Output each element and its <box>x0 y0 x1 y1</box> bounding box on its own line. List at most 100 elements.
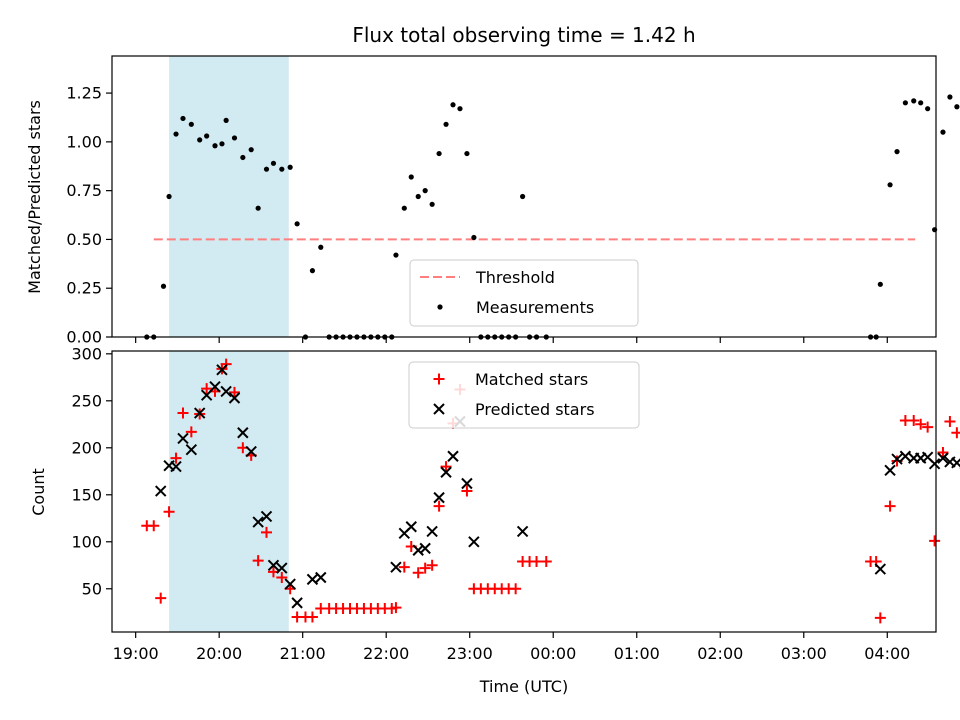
bottom-series-0-point <box>155 592 167 604</box>
bottom-y-tick-label: 250 <box>71 391 102 410</box>
top-series-0-point <box>457 106 463 112</box>
count-panel: Count Time (UTC) 50 100 150 200 250 300 19:00 2… <box>29 344 960 696</box>
x-tick-label: 01:00 <box>614 644 660 663</box>
bottom-series-1-point <box>170 460 182 473</box>
top-series-0-point <box>443 121 449 127</box>
bottom-series-0-point <box>261 526 272 538</box>
bottom-series-0-point <box>148 520 160 532</box>
bottom-series-0-point <box>461 485 473 497</box>
bottom-series-1-point <box>200 389 213 401</box>
bottom-series-1-point <box>276 562 288 574</box>
bottom-series-0-point <box>306 611 318 623</box>
top-legend: Threshold Measurements <box>409 259 639 327</box>
x-tick-label: 22:00 <box>363 644 409 663</box>
bottom-series-1-point <box>412 544 424 556</box>
top-series-0-point <box>294 221 300 227</box>
x-tick-label: 20:00 <box>196 644 242 663</box>
top-series-0-point <box>393 252 399 258</box>
top-series-0-point <box>212 143 218 149</box>
bottom-series-1-point <box>440 466 452 478</box>
bottom-series-0-point <box>419 562 431 574</box>
bottom-series-1-point <box>928 458 941 470</box>
top-series-0-point <box>887 182 893 188</box>
top-series-0-point <box>204 133 210 139</box>
top-series-0-point <box>436 150 442 157</box>
x-tick-label: 23:00 <box>447 644 493 663</box>
bottom-series-0-point <box>440 461 452 473</box>
top-series-0-point <box>464 150 470 157</box>
bottom-y-tick-label: 200 <box>71 438 102 457</box>
top-series-0-point <box>401 205 407 211</box>
top-series-0-point <box>309 268 316 274</box>
bottom-series-1-point <box>284 578 296 590</box>
top-series-0-point <box>902 100 908 106</box>
top-series-0-point <box>918 100 924 106</box>
bottom-series-1-point <box>237 427 249 439</box>
bottom-series-0-point <box>915 418 927 430</box>
top-shaded-region <box>169 56 289 337</box>
bottom-series-1-point <box>516 525 529 538</box>
top-series-0-point <box>270 160 277 166</box>
bottom-legend-swatch <box>433 373 445 385</box>
x-tick-label: 21:00 <box>280 644 326 663</box>
x-tick-label: 03:00 <box>781 644 827 663</box>
bottom-y-axis-label: Count <box>29 468 48 516</box>
bottom-y-tick-label: 50 <box>82 579 102 598</box>
top-series-0-point <box>940 129 946 135</box>
bottom-series-1-point <box>252 516 264 528</box>
top-series-0-point <box>408 174 414 180</box>
bottom-series-1-point <box>405 521 417 533</box>
top-legend-swatch <box>437 304 443 310</box>
top-series-0-point <box>240 154 246 161</box>
top-y-tick-label: 0.75 <box>66 181 102 200</box>
bottom-series-0-point <box>426 559 438 571</box>
bottom-series-0-point <box>922 421 934 433</box>
top-legend-label: Threshold <box>475 268 555 287</box>
top-series-0-point <box>166 193 172 200</box>
top-y-tick-label: 0.50 <box>66 230 102 249</box>
bottom-series-1-point <box>245 445 257 458</box>
bottom-series-1-point <box>426 525 438 538</box>
bottom-series-0-point <box>929 535 941 547</box>
bottom-series-0-point <box>163 506 175 518</box>
top-series-0-point <box>471 234 477 241</box>
bottom-series-0-point <box>252 555 264 567</box>
bottom-legend-label: Predicted stars <box>475 400 595 419</box>
bottom-series-1-point <box>209 381 221 393</box>
bottom-series-0-point <box>398 561 410 573</box>
bottom-y-tick-label: 150 <box>71 485 102 504</box>
bottom-series-0-point <box>433 500 445 512</box>
top-series-0-point <box>231 135 238 141</box>
bottom-series-1-point <box>267 559 280 571</box>
top-series-0-point <box>160 283 167 289</box>
top-y-tick-label: 0.25 <box>66 279 102 298</box>
top-series-0-point <box>947 94 953 100</box>
bottom-y-tick-label: 300 <box>71 344 102 363</box>
top-series-0-point <box>877 281 883 287</box>
top-y-tick-label: 1.00 <box>66 132 102 151</box>
bottom-series-1-point <box>461 477 473 490</box>
x-tick-label: 19:00 <box>113 644 159 663</box>
top-series-0-point <box>223 117 229 123</box>
bottom-series-0-point <box>908 415 920 427</box>
bottom-series-1-point <box>228 392 241 404</box>
bottom-series-0-point <box>201 383 213 395</box>
bottom-series-0-point <box>170 452 182 464</box>
bottom-series-0-point <box>185 426 197 438</box>
bottom-legend-box <box>408 361 640 429</box>
bottom-series-1-point <box>260 510 273 523</box>
bottom-series-0-point <box>510 583 522 595</box>
x-tick-label: 02:00 <box>697 644 743 663</box>
bottom-axes-frame <box>111 350 937 633</box>
bottom-series-1-point <box>447 450 459 462</box>
bottom-series-1-point <box>951 457 960 469</box>
bottom-y-tick-label: 100 <box>71 532 102 551</box>
bottom-series-1-point <box>899 450 912 462</box>
bottom-series-0-point <box>412 567 424 579</box>
top-series-0-point <box>219 141 225 147</box>
chart-title: Flux total observing time = 1.42 h <box>352 23 695 47</box>
bottom-series-1-point <box>433 491 445 504</box>
bottom-series-1-point <box>468 536 480 548</box>
bottom-series-1-point <box>390 561 402 573</box>
